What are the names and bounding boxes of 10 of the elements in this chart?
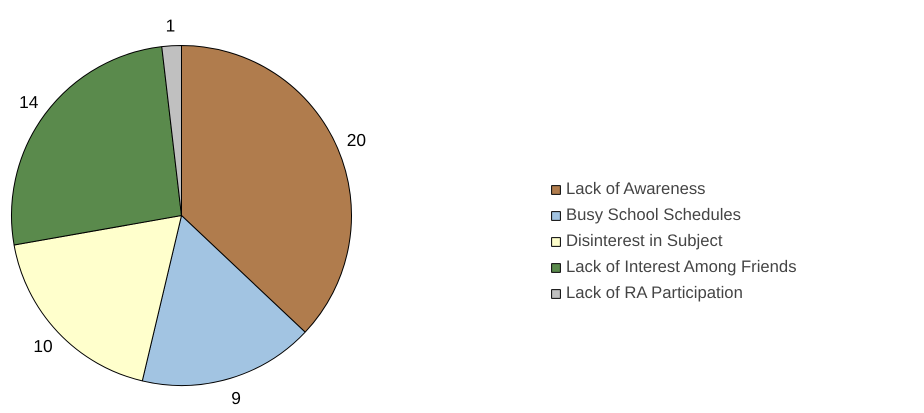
legend-label: Lack of Interest Among Friends bbox=[566, 257, 797, 277]
legend-label: Busy School Schedules bbox=[566, 205, 741, 225]
legend-label: Lack of Awareness bbox=[566, 179, 706, 199]
data-label: 20 bbox=[346, 130, 366, 150]
data-label: 9 bbox=[231, 388, 241, 408]
data-label: 10 bbox=[33, 336, 53, 356]
data-label: 14 bbox=[19, 92, 39, 112]
legend-label: Disinterest in Subject bbox=[566, 231, 722, 251]
legend-label: Lack of RA Participation bbox=[566, 283, 743, 303]
data-label: 1 bbox=[166, 15, 176, 36]
